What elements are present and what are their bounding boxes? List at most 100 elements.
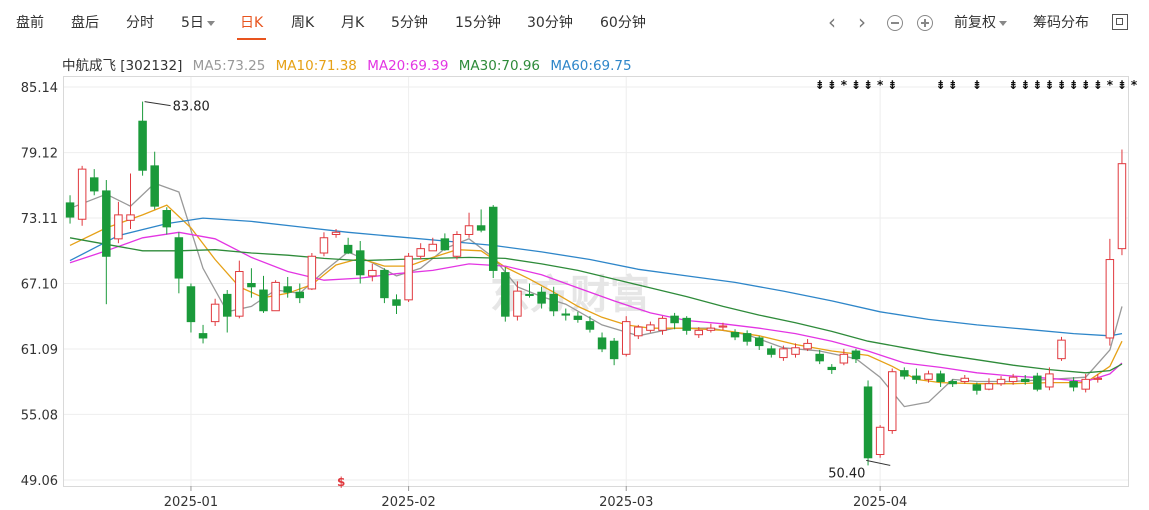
candle [634, 324, 643, 340]
candle [186, 283, 196, 333]
candle [114, 201, 123, 244]
candle [658, 316, 667, 335]
candle-body [295, 291, 305, 299]
candle-body [670, 315, 679, 324]
candle [972, 382, 982, 395]
fullscreen-icon[interactable] [1112, 14, 1128, 30]
candle [210, 298, 220, 326]
tab-monthly-k[interactable]: 月K [341, 15, 365, 31]
candle [561, 308, 571, 321]
candle [89, 169, 99, 196]
candle-body [754, 337, 764, 347]
candle [912, 368, 921, 384]
tab-daily-k[interactable]: 日K [237, 12, 267, 40]
s-marker-icon: $ [337, 475, 345, 489]
candle-body [996, 378, 1006, 385]
zoom-out-icon[interactable] [887, 15, 903, 31]
candle-body [114, 214, 123, 240]
tab-afterhours[interactable]: 盘后 [71, 15, 99, 31]
candle-body [525, 293, 534, 296]
candle [319, 232, 329, 257]
legend-ma10: MA10:71.38 [275, 58, 357, 74]
candle [295, 283, 305, 304]
chevron-right-icon[interactable]: › [858, 10, 866, 34]
candle-body [186, 286, 196, 323]
candle [138, 101, 147, 176]
candle [537, 286, 546, 309]
adjust-dropdown[interactable]: 前复权 [954, 12, 1007, 32]
candle [1020, 374, 1030, 385]
zoom-in-icon[interactable] [917, 15, 933, 31]
candle-body [428, 243, 438, 252]
y-tick-label: 67.10 [21, 278, 58, 293]
candle [271, 280, 280, 312]
candle [198, 324, 208, 344]
candle [754, 335, 764, 350]
candle [343, 237, 353, 255]
candle [162, 207, 172, 235]
arrow-marker-icon: ⇟ [887, 78, 897, 92]
candle [875, 425, 885, 458]
tab-intraday[interactable]: 分时 [126, 15, 154, 31]
candle [730, 329, 740, 341]
candle [682, 316, 691, 335]
candle [1057, 336, 1066, 361]
candle [815, 349, 824, 365]
candle-body [271, 281, 280, 312]
candle-body [863, 386, 873, 459]
candle [307, 253, 317, 291]
arrow-marker-icon: ⇟ [1056, 78, 1066, 92]
y-tick-label: 55.08 [21, 408, 58, 423]
candle-body [488, 206, 498, 271]
candle-body [501, 272, 510, 317]
candle-body [416, 248, 425, 257]
candle-body [368, 269, 377, 277]
candle-body [1033, 375, 1042, 390]
tab-5day[interactable]: 5日 [181, 12, 215, 32]
legend-ma5: MA5:73.25 [192, 58, 266, 74]
tab-5min[interactable]: 5分钟 [391, 15, 428, 31]
chip-distribution-button[interactable]: 筹码分布 [1033, 15, 1089, 31]
candle-body [912, 375, 921, 380]
candle-body [984, 383, 994, 390]
candle [1093, 373, 1103, 383]
ma-legend: 中航成飞 [302132] MA5:73.25 MA10:71.38 MA20:… [62, 54, 638, 74]
candle-body [767, 348, 776, 355]
arrow-marker-icon: ⇟ [1044, 78, 1054, 92]
tab-30min[interactable]: 30分钟 [527, 15, 573, 31]
annotation-leader [866, 459, 891, 466]
candle-body [476, 225, 486, 231]
tab-daily-k-label: 日K [240, 15, 264, 31]
candle [585, 316, 595, 333]
y-axis: 85.14 79.12 73.11 67.10 61.09 55.08 49.06 [21, 81, 58, 489]
candle [839, 348, 849, 366]
candle-body [948, 381, 957, 385]
candle [670, 312, 679, 330]
candle-body [621, 321, 631, 355]
candle-body [779, 348, 788, 359]
candle-body [89, 177, 99, 192]
tab-60min[interactable]: 60分钟 [600, 15, 646, 31]
arrow-marker-icon: ⇟ [1117, 78, 1127, 92]
candle [1081, 373, 1090, 393]
stock-name: 中航成飞 [302132] [62, 58, 183, 74]
candle [1117, 149, 1127, 256]
tab-premarket[interactable]: 盘前 [16, 15, 44, 31]
candle-body [960, 377, 970, 383]
candle [1069, 377, 1078, 392]
candle-body [561, 313, 571, 316]
candle-body [404, 255, 413, 301]
chevron-left-icon[interactable]: ‹ [828, 10, 836, 34]
candle-body [537, 291, 546, 304]
candle-body [464, 225, 474, 235]
candle-body [198, 333, 208, 339]
candle-body [549, 293, 558, 312]
candle [996, 376, 1006, 386]
tab-15min[interactable]: 15分钟 [455, 15, 501, 31]
candle-body [851, 350, 861, 360]
candle [464, 212, 474, 238]
candle-body [1045, 373, 1054, 388]
candle [65, 195, 75, 224]
tab-weekly-k[interactable]: 周K [291, 15, 315, 31]
